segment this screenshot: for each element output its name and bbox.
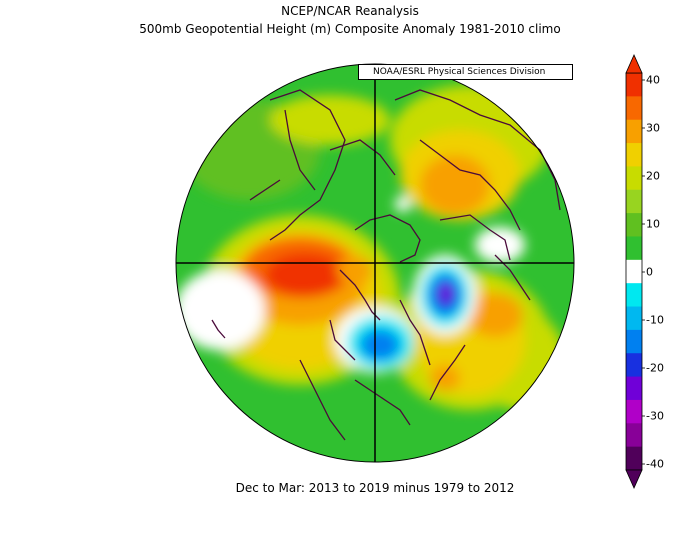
colorbar-tick-label: -20 bbox=[646, 361, 664, 375]
chart-subtitle: 500mb Geopotential Height (m) Composite … bbox=[139, 22, 561, 36]
colorbar-cell bbox=[626, 143, 642, 167]
colorbar-top-arrow bbox=[625, 54, 643, 74]
colorbar-cell bbox=[626, 189, 642, 214]
colorbar-tick-label: -10 bbox=[646, 313, 664, 327]
anomaly-patch bbox=[176, 270, 265, 350]
anomaly-patch bbox=[265, 253, 345, 297]
anomaly-field bbox=[176, 64, 574, 462]
colorbar-cell bbox=[626, 119, 642, 144]
anomaly-patch bbox=[467, 293, 523, 337]
colorbar-cell bbox=[626, 96, 642, 121]
chart-title: NCEP/NCAR Reanalysis bbox=[281, 4, 419, 18]
colorbar-tick-label: 40 bbox=[646, 73, 660, 87]
anomaly-patch bbox=[420, 155, 490, 215]
colorbar-tick-label: -30 bbox=[646, 409, 664, 423]
colorbar-tick-label: 10 bbox=[646, 217, 660, 231]
colorbar-cell bbox=[626, 73, 642, 97]
anomaly-patch bbox=[395, 196, 411, 212]
anomaly-patch bbox=[475, 227, 525, 263]
chart-caption: Dec to Mar: 2013 to 2019 minus 1979 to 2… bbox=[235, 481, 515, 495]
colorbar-cell bbox=[626, 423, 642, 448]
coastlines bbox=[211, 89, 561, 441]
colorbar-tick-label: 30 bbox=[646, 121, 660, 135]
colorbar-cell bbox=[626, 446, 642, 471]
credit-label: NOAA/ESRL Physical Sciences Division bbox=[358, 64, 573, 80]
colorbar-cell bbox=[626, 329, 642, 354]
colorbar-tick-label: 20 bbox=[646, 169, 660, 183]
anomaly-patch bbox=[439, 284, 453, 302]
colorbar-cell bbox=[626, 166, 642, 191]
colorbar-cell bbox=[626, 283, 642, 308]
colorbar-tick-label: 0 bbox=[646, 265, 653, 279]
anomaly-patch bbox=[360, 329, 400, 361]
colorbar-bottom-arrow bbox=[625, 469, 643, 489]
colorbar-tick-label: -40 bbox=[646, 457, 664, 471]
colorbar-cell bbox=[626, 213, 642, 237]
colorbar-cell bbox=[626, 236, 642, 261]
colorbar-cell bbox=[626, 306, 642, 331]
colorbar-cell bbox=[626, 399, 642, 424]
graticule bbox=[176, 64, 574, 462]
colorbar-cell bbox=[626, 259, 642, 284]
colorbar-cell bbox=[626, 353, 642, 378]
colorbar-cell bbox=[626, 376, 642, 401]
anomaly-patch bbox=[270, 95, 390, 145]
